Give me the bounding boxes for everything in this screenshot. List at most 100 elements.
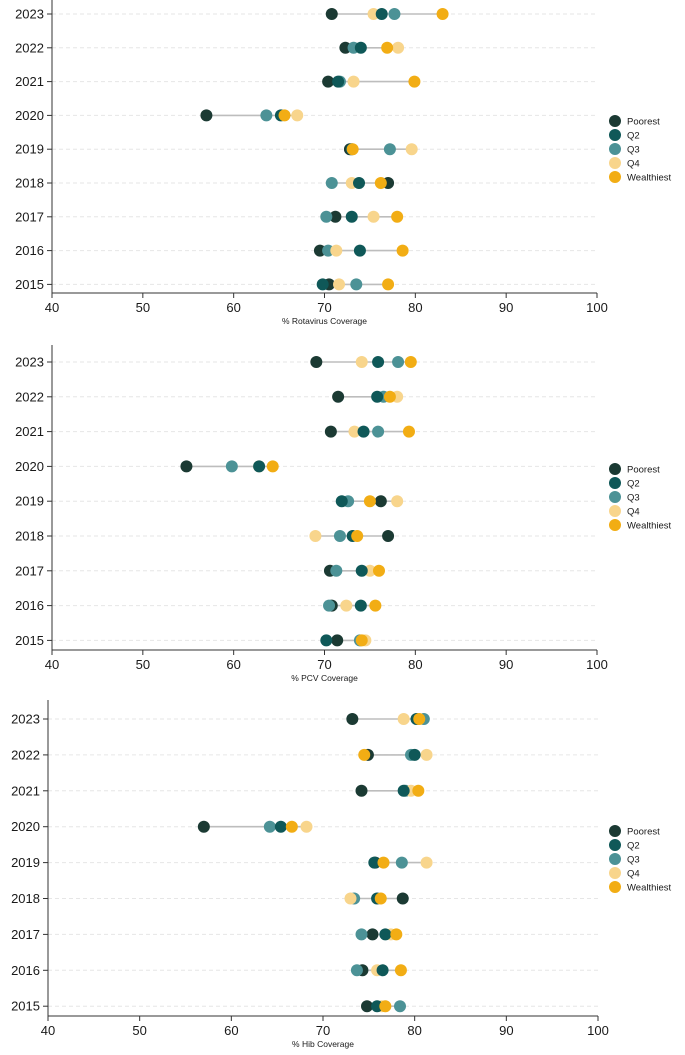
y-tick-label-2017: 2017 [15,563,44,578]
dot-wealthiest-2021 [402,425,415,438]
dot-wealthiest-2023 [436,8,449,20]
dot-q3-2015 [350,278,363,291]
dot-q3-2023 [392,356,405,368]
y-tick-label-2022: 2022 [15,389,44,404]
dot-q4-2021 [347,75,360,88]
dot-q2-2020 [274,820,287,833]
y-tick-label-2021: 2021 [15,74,44,89]
x-tick-label-40: 40 [45,300,59,315]
y-tick-label-2018: 2018 [11,891,40,906]
dot-q4-2016 [340,599,353,612]
dot-wealthiest-2016 [396,244,409,257]
hib-coverage-chart: 40 50 60 70 80 90 100 % Hib Coverage 2023 2022 202… [11,700,672,1049]
y-tick-label-2019: 2019 [15,142,44,157]
legend-label-q4: Q4 [627,159,640,170]
y-tick-label-2015: 2015 [15,277,44,292]
dot-q2-2017 [355,564,368,577]
legend-marker-poorest [609,115,621,127]
dot-wealthiest-2020 [266,460,279,473]
legend-label-wealthiest: Wealthiest [627,173,672,184]
legend-label-poorest: Poorest [627,465,660,476]
x-tick-label-70: 70 [317,657,331,672]
rotavirus-coverage-chart: 40 50 60 70 80 90 100 % Rotavirus Coverage 2023 2… [15,0,672,326]
y-tick-label-2015: 2015 [15,633,44,648]
x-axis-label: % Hib Coverage [292,1039,354,1049]
legend-marker-wealthiest [609,171,621,183]
x-tick-label-80: 80 [408,657,422,672]
dot-wealthiest-2015 [382,278,395,291]
y-tick-label-2020: 2020 [15,459,44,474]
dot-q2-2015 [320,634,333,647]
dot-q2-2018 [353,177,366,189]
dot-q4-2022 [420,748,433,761]
dot-q3-2018 [325,177,338,189]
dot-q2-2022 [408,748,421,761]
dot-wealthiest-2019 [377,856,390,869]
x-axis-label: % PCV Coverage [291,673,358,683]
dot-q3-2017 [330,564,343,577]
y-tick-label-2016: 2016 [15,243,44,258]
dot-q2-2020 [253,460,266,473]
dot-poorest-2019 [374,495,387,508]
dot-q3-2020 [225,460,238,473]
dot-q4-2016 [330,244,343,257]
dot-q4-2019 [420,856,433,869]
x-axis-label: % Rotavirus Coverage [282,316,367,326]
x-tick-label-70: 70 [317,300,331,315]
dot-poorest-2020 [200,109,213,122]
y-tick-label-2016: 2016 [11,963,40,978]
dot-q3-2017 [320,210,333,223]
dot-q4-2019 [391,495,404,508]
legend-label-q3: Q3 [627,855,640,866]
dot-poorest-2020 [180,460,193,473]
dot-q3-2018 [333,530,346,542]
legend-marker-poorest [609,825,621,837]
dot-q2-2022 [354,41,367,54]
dot-poorest-2018 [382,530,395,542]
dot-poorest-2015 [361,1000,373,1013]
dot-q4-2017 [367,210,380,223]
legend-marker-q4 [609,867,621,879]
y-tick-label-2017: 2017 [15,209,44,224]
x-tick-label-70: 70 [316,1023,330,1038]
dot-wealthiest-2018 [374,892,387,905]
dot-poorest-2023 [325,8,338,20]
pcv-coverage-chart: 40 50 60 70 80 90 100 % PCV Coverage 2023 2022 202… [15,345,672,683]
dot-wealthiest-2015 [355,634,368,647]
dot-q4-2020 [291,109,304,122]
dot-q3-2019 [395,856,408,869]
x-tick-label-90: 90 [499,300,513,315]
dot-q3-2019 [383,143,396,156]
dot-q2-2015 [371,1000,384,1013]
legend-label-q2: Q2 [627,841,640,852]
legend-marker-q2 [609,477,621,489]
legend-marker-poorest [609,463,621,475]
dot-wealthiest-2019 [363,495,376,508]
legend-label-q2: Q2 [627,479,640,490]
dot-q3-2015 [394,1000,406,1013]
dot-wealthiest-2017 [390,928,403,941]
x-tick-label-100: 100 [587,1023,609,1038]
y-tick-label-2023: 2023 [15,7,44,22]
dot-poorest-2015 [331,634,344,647]
dot-q4-2018 [309,530,322,542]
dot-poorest-2021 [322,75,335,88]
dot-q3-2021 [372,425,385,438]
legend-label-poorest: Poorest [627,117,660,128]
dot-q4-2020 [300,820,313,833]
dot-wealthiest-2021 [412,784,425,797]
legend-label-q4: Q4 [627,507,640,518]
x-tick-label-40: 40 [45,657,59,672]
dot-poorest-2021 [355,784,368,797]
dot-q3-2020 [263,820,276,833]
dot-q2-2019 [335,495,348,508]
dot-poorest-2017 [329,210,342,223]
dot-q2-2023 [375,8,388,20]
legend-label-q4: Q4 [627,869,640,880]
dot-wealthiest-2016 [369,599,382,612]
dot-wealthiest-2019 [346,143,359,156]
dot-q4-2021 [348,425,361,438]
dot-q4-2019 [405,143,418,156]
x-tick-label-90: 90 [499,1023,513,1038]
